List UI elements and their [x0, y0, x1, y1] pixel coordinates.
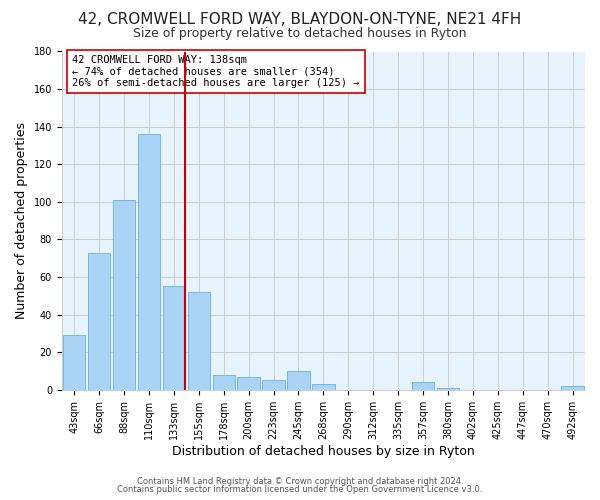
Bar: [212, 375, 235, 390]
Bar: [562, 386, 584, 390]
Bar: [138, 134, 160, 390]
Text: Contains public sector information licensed under the Open Government Licence v3: Contains public sector information licen…: [118, 485, 482, 494]
Bar: [113, 200, 135, 390]
Bar: [188, 292, 210, 390]
Text: 42 CROMWELL FORD WAY: 138sqm
← 74% of detached houses are smaller (354)
26% of s: 42 CROMWELL FORD WAY: 138sqm ← 74% of de…: [72, 55, 360, 88]
Bar: [63, 336, 85, 390]
Bar: [437, 388, 459, 390]
Text: Size of property relative to detached houses in Ryton: Size of property relative to detached ho…: [133, 28, 467, 40]
Y-axis label: Number of detached properties: Number of detached properties: [15, 122, 28, 319]
Bar: [238, 376, 260, 390]
Text: 42, CROMWELL FORD WAY, BLAYDON-ON-TYNE, NE21 4FH: 42, CROMWELL FORD WAY, BLAYDON-ON-TYNE, …: [79, 12, 521, 28]
Text: Contains HM Land Registry data © Crown copyright and database right 2024.: Contains HM Land Registry data © Crown c…: [137, 477, 463, 486]
Bar: [312, 384, 335, 390]
X-axis label: Distribution of detached houses by size in Ryton: Distribution of detached houses by size …: [172, 444, 475, 458]
Bar: [262, 380, 285, 390]
Bar: [412, 382, 434, 390]
Bar: [88, 252, 110, 390]
Bar: [287, 371, 310, 390]
Bar: [163, 286, 185, 390]
